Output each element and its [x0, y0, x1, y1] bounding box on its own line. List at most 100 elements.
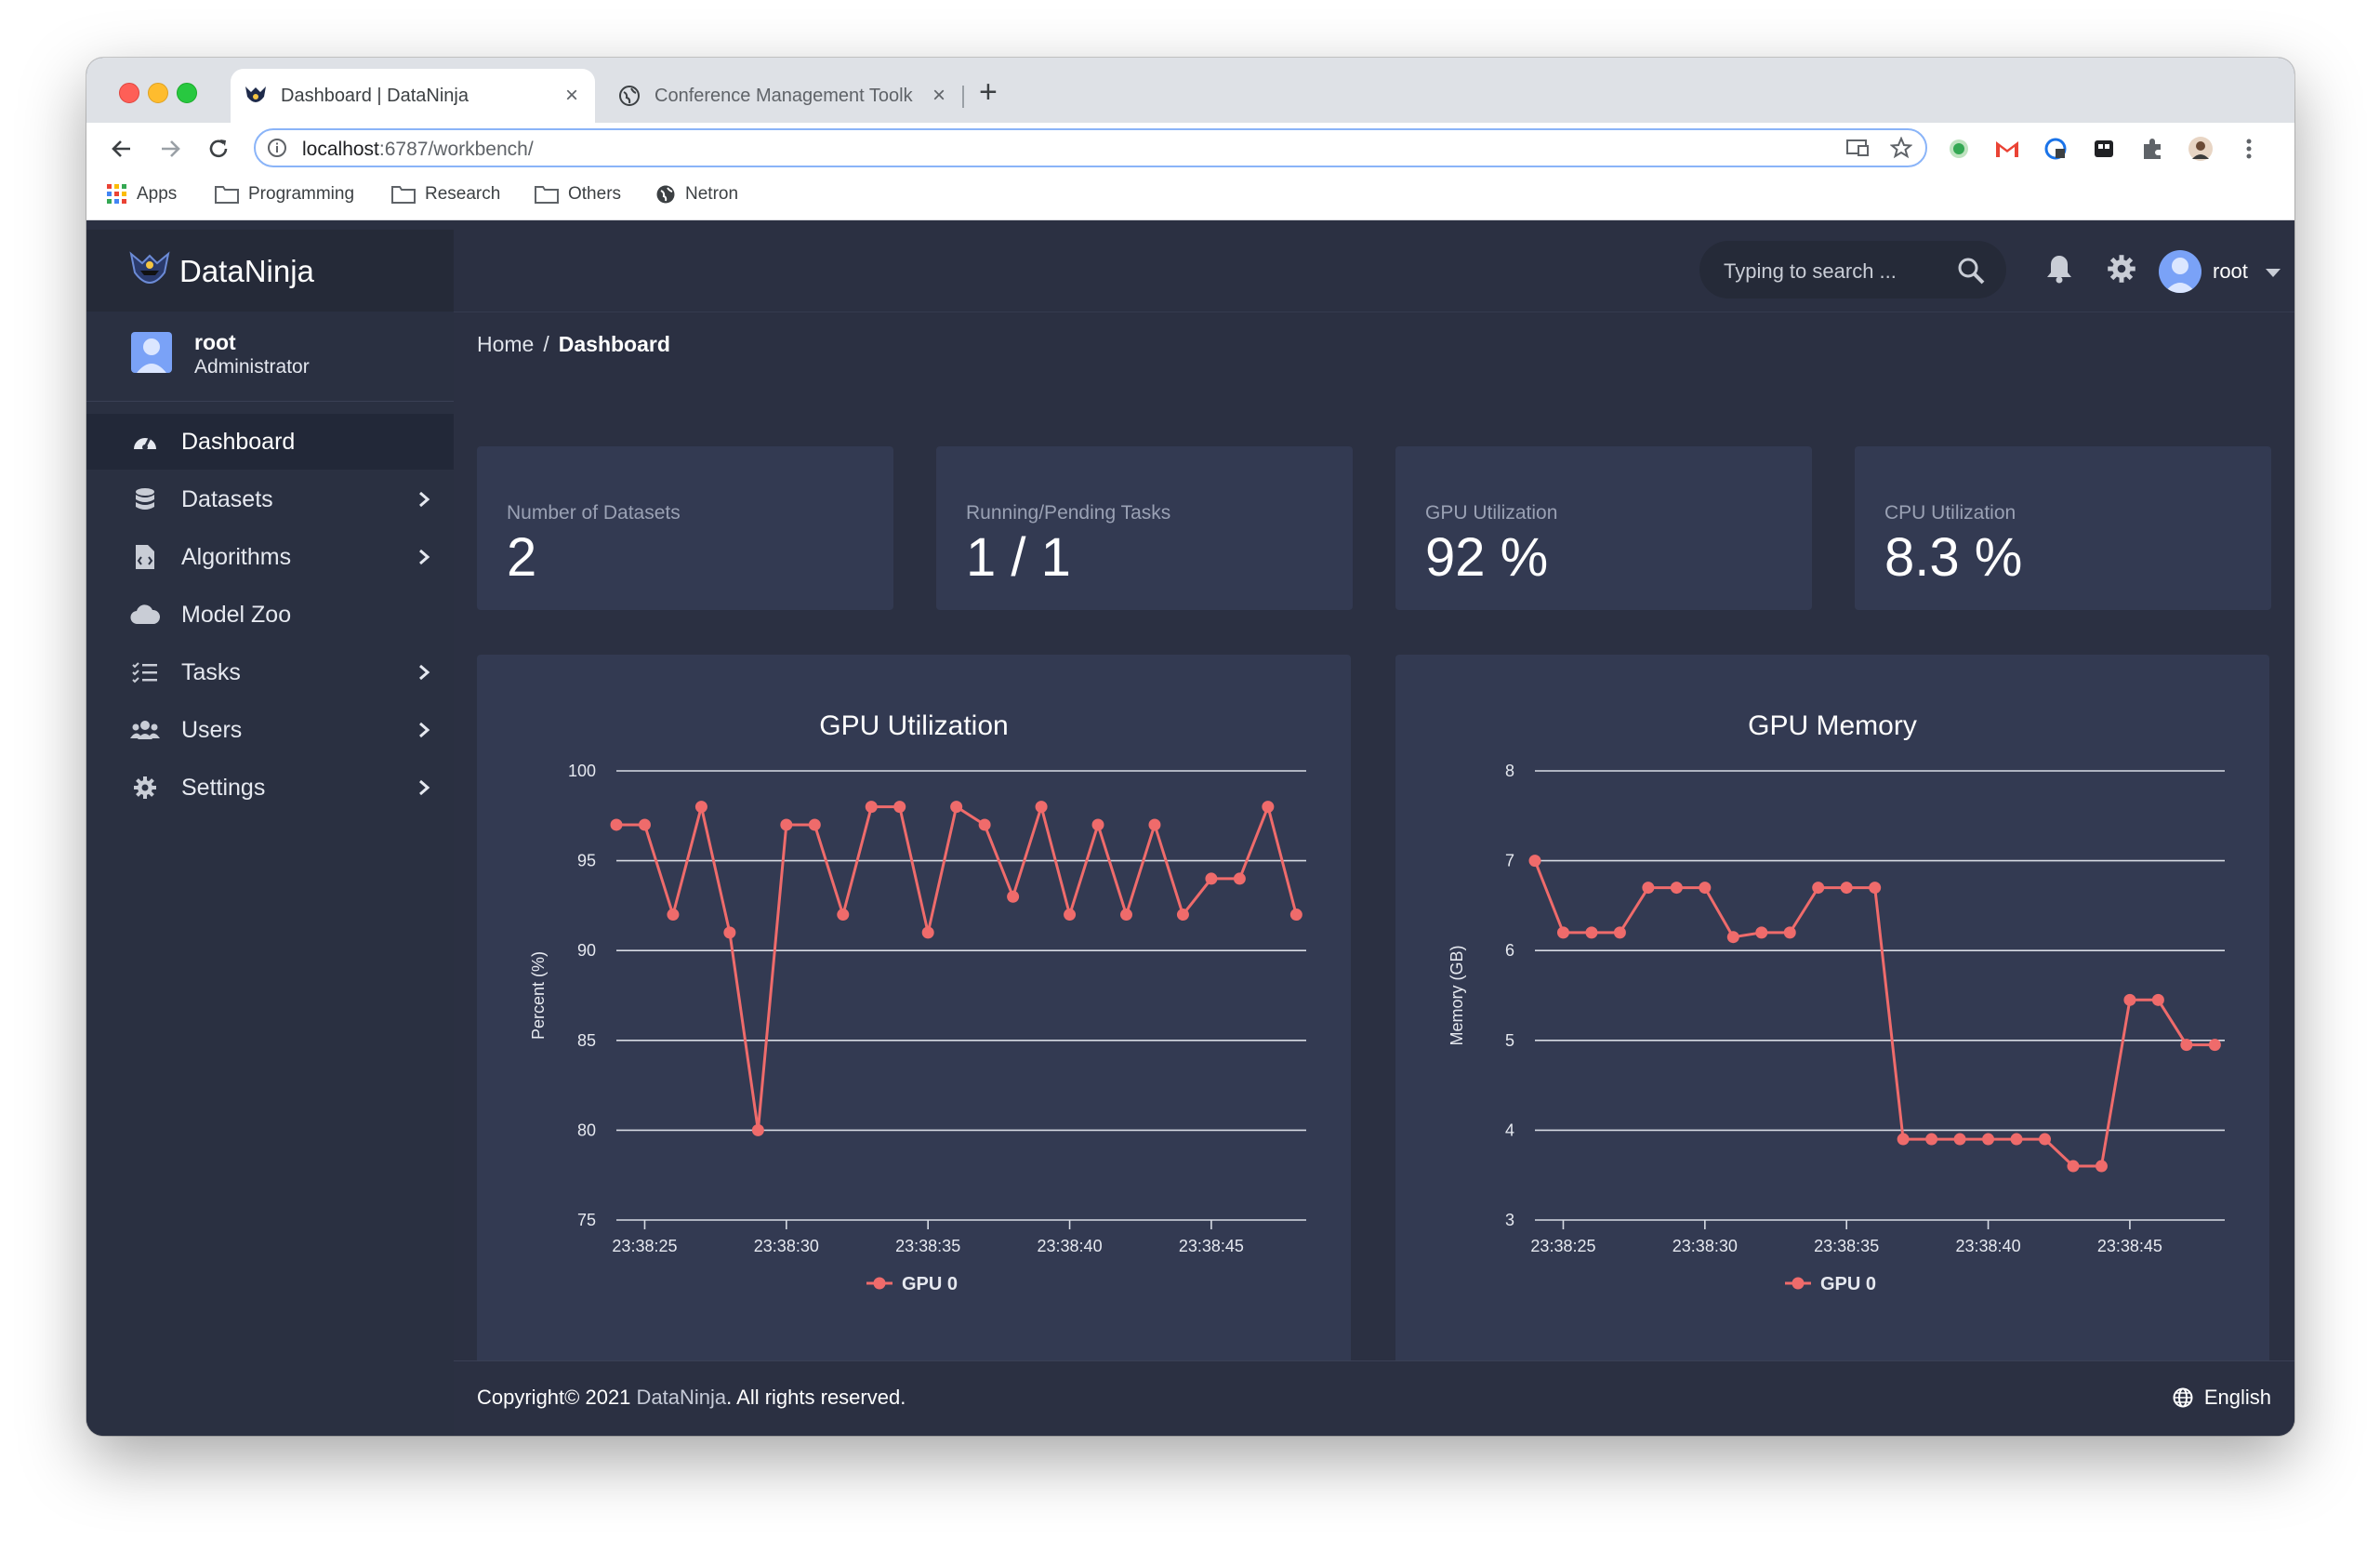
bookmark-label: Programming [248, 184, 355, 204]
bookmark-label: Others [568, 184, 622, 204]
site-info-icon[interactable] [267, 138, 287, 163]
profile-avatar-icon[interactable] [2186, 134, 2215, 164]
breadcrumb-home[interactable]: Home [477, 332, 535, 356]
y-tick-label: 7 [1505, 852, 1514, 870]
app-root: DataNinja root Administrator Dashboard [86, 230, 2294, 1436]
data-point [921, 926, 934, 939]
tasks-icon [129, 661, 161, 683]
stat-label: Number of Datasets [507, 502, 681, 524]
chevron-right-icon [415, 778, 433, 797]
stat-value: 8.3 % [1884, 527, 2023, 588]
globe-icon [656, 185, 675, 204]
data-point [1670, 882, 1683, 895]
footer-brand-link[interactable]: DataNinja [636, 1386, 727, 1409]
x-tick-label: 23:38:30 [754, 1237, 819, 1255]
sidebar-item-dashboard[interactable]: Dashboard [86, 414, 454, 470]
bookmark-apps[interactable]: Apps [107, 184, 177, 205]
chevron-right-icon [415, 490, 433, 509]
back-icon[interactable] [105, 132, 139, 166]
brand-header[interactable]: DataNinja [86, 230, 454, 312]
bookmark-research[interactable]: Research [391, 184, 500, 205]
bell-icon[interactable] [2045, 254, 2073, 288]
reload-icon[interactable] [202, 132, 235, 166]
series-line-gpu-0 [1533, 860, 2215, 1168]
data-point [1148, 818, 1161, 831]
cast-icon[interactable] [1845, 137, 1870, 164]
data-point [1035, 801, 1048, 814]
bookmark-star-icon[interactable] [1889, 136, 1913, 164]
bookmark-others[interactable]: Others [535, 184, 621, 205]
data-point [610, 818, 623, 831]
gpu-utilization-panel: GPU Utilization 75 80 85 90 95 100 Percent (%) 2… [477, 655, 1351, 1389]
browser-menu-icon[interactable] [2234, 134, 2264, 164]
x-tick-label: 23:38:25 [612, 1237, 677, 1255]
search-input[interactable]: Typing to search ... [1699, 241, 2006, 298]
folder-icon [535, 186, 559, 204]
data-point [780, 818, 793, 831]
bookmark-netron[interactable]: Netron [655, 184, 738, 205]
tab-dashboard[interactable]: Dashboard | DataNinja × [231, 69, 595, 123]
language-selector[interactable]: English [2173, 1386, 2271, 1410]
new-tab-button[interactable]: + [979, 74, 998, 110]
settings-gear-icon[interactable] [2107, 254, 2136, 288]
data-point [1556, 926, 1569, 939]
tab-conference[interactable]: Conference Management Toolk × [604, 69, 962, 123]
y-tick-label: 75 [577, 1211, 596, 1229]
data-point [1925, 1133, 1938, 1146]
minimize-window-button[interactable] [148, 83, 168, 103]
sidebar: DataNinja root Administrator Dashboard [86, 230, 454, 1436]
search-icon[interactable] [1956, 256, 1986, 290]
bookmark-programming[interactable]: Programming [215, 184, 354, 205]
data-point [667, 909, 680, 922]
forward-icon[interactable] [153, 132, 187, 166]
apps-grid-icon [107, 184, 126, 204]
data-point [2151, 993, 2164, 1006]
sidebar-item-datasets[interactable]: Datasets [86, 471, 454, 527]
data-point [1869, 882, 1882, 895]
close-window-button[interactable] [119, 83, 139, 103]
browser-toolbar: localhost:6787/workbench/ [86, 123, 2294, 175]
sidebar-item-label: Model Zoo [181, 601, 292, 628]
bookmark-label: Apps [137, 184, 178, 204]
stat-value: 1 / 1 [966, 527, 1071, 588]
user-menu-name[interactable]: root [2213, 259, 2248, 283]
maximize-window-button[interactable] [177, 83, 197, 103]
data-point [723, 926, 736, 939]
breadcrumb: Home / Dashboard [477, 332, 670, 357]
data-point [1642, 882, 1655, 895]
sidebar-item-label: Datasets [181, 485, 273, 512]
language-label: English [2203, 1386, 2271, 1409]
y-axis-label: Memory (GB) [1448, 946, 1466, 1046]
extension-green-icon[interactable] [1944, 134, 1974, 164]
x-tick-label: 23:38:35 [1814, 1237, 1879, 1255]
sidebar-item-model-zoo[interactable]: Model Zoo [86, 587, 454, 643]
data-point [1812, 882, 1825, 895]
x-tick-label: 23:38:40 [1038, 1237, 1103, 1255]
address-bar[interactable]: localhost:6787/workbench/ [254, 128, 1927, 167]
tab-close-icon[interactable]: × [564, 83, 578, 108]
stat-card-cpu: CPU Utilization 8.3 % [1855, 446, 2271, 610]
sidebar-item-tasks[interactable]: Tasks [86, 644, 454, 700]
tab-bar: Dashboard | DataNinja × Conference Manag… [86, 58, 2294, 123]
sidebar-item-algorithms[interactable]: Algorithms [86, 529, 454, 585]
sidebar-item-settings[interactable]: Settings [86, 760, 454, 816]
extension-dark-icon[interactable] [2089, 134, 2119, 164]
password-extension-icon[interactable] [2041, 134, 2070, 164]
series-line-gpu-0 [616, 802, 1298, 1131]
data-point [865, 801, 878, 814]
x-tick-label: 23:38:30 [1673, 1237, 1738, 1255]
sidebar-item-label: Tasks [181, 658, 241, 685]
tab-close-icon[interactable]: × [932, 83, 945, 108]
brand-name: DataNinja [179, 254, 314, 288]
sidebar-item-users[interactable]: Users [86, 702, 454, 758]
sidebar-item-label: Algorithms [181, 543, 292, 570]
legend-marker [873, 1277, 886, 1290]
tab-title: Conference Management Toolk [654, 85, 913, 106]
y-tick-label: 90 [577, 941, 596, 960]
sidebar-item-label: Settings [181, 774, 266, 801]
extensions-puzzle-icon[interactable] [2137, 134, 2167, 164]
gmail-icon[interactable] [1992, 134, 2022, 164]
x-tick-label: 23:38:40 [1956, 1237, 2021, 1255]
caret-down-icon[interactable] [2265, 267, 2281, 284]
avatar[interactable] [2159, 250, 2202, 293]
